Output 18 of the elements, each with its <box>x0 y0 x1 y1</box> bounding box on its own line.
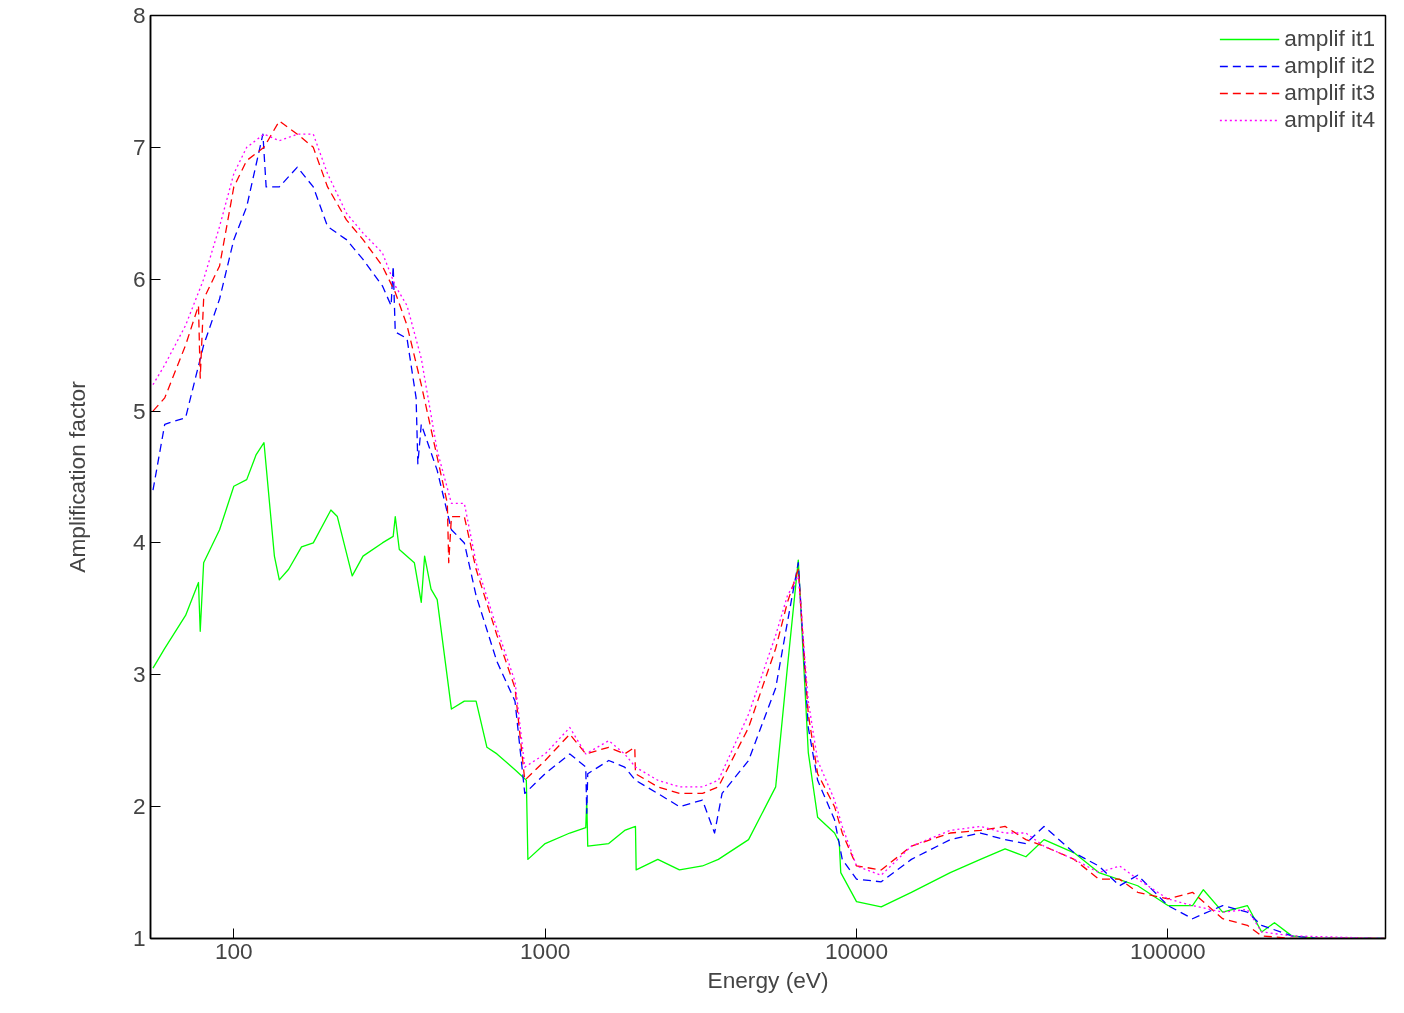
y-tick-label: 8 <box>132 2 146 28</box>
x-tick-label: 10000 <box>825 937 889 964</box>
x-tick-label: 1000 <box>519 937 571 964</box>
legend-label: amplif it1 <box>1284 25 1375 52</box>
y-tick-label: 7 <box>132 133 146 160</box>
x-tick-label: 100000 <box>1130 937 1206 964</box>
y-tick-label: 1 <box>132 925 146 951</box>
x-axis-title: Energy (eV) <box>707 966 829 993</box>
y-tick-label: 4 <box>132 529 146 556</box>
legend-label: amplif it2 <box>1284 52 1375 79</box>
y-tick-label: 5 <box>132 397 146 424</box>
legend-label: amplif it4 <box>1284 106 1375 133</box>
legend-label: amplif it3 <box>1284 79 1375 106</box>
x-tick-label: 100 <box>214 937 253 964</box>
y-tick-label: 2 <box>132 793 146 820</box>
y-tick-label: 6 <box>132 265 146 292</box>
y-axis-title: Amplification factor <box>63 380 90 573</box>
y-tick-label: 3 <box>132 661 146 688</box>
